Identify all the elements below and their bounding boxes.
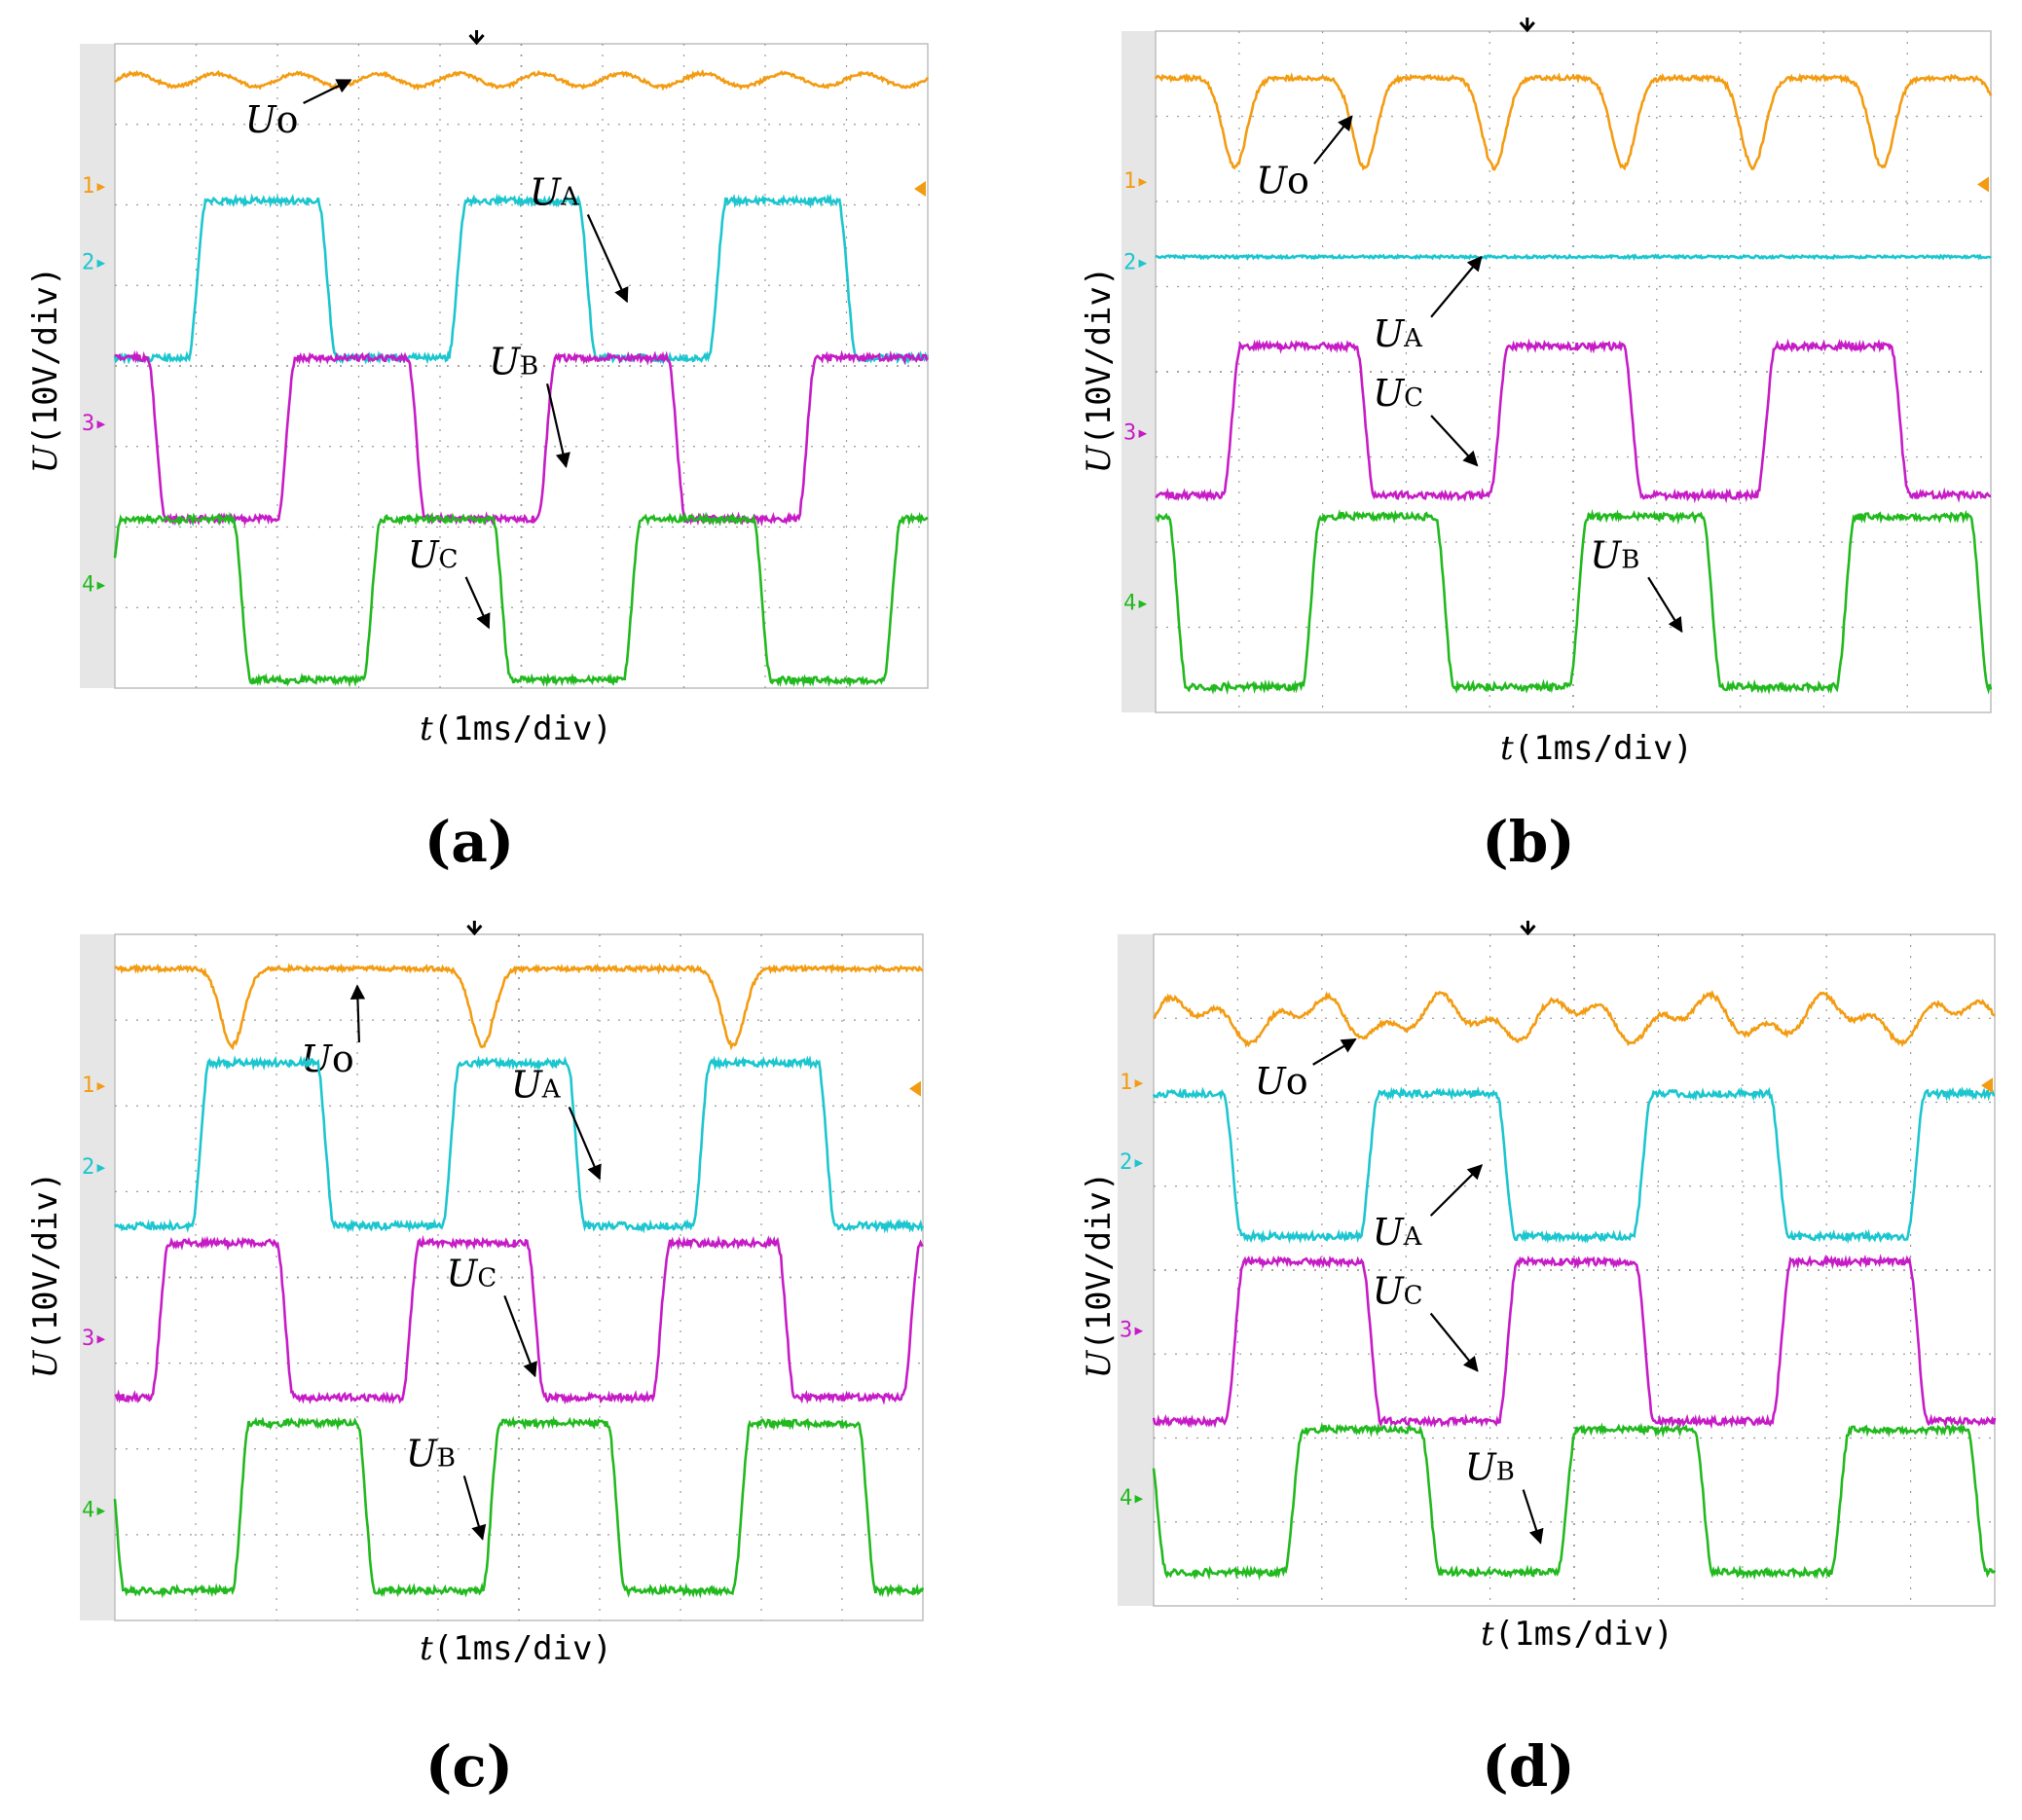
trace-Uo: [1153, 989, 1996, 1048]
label-UB: UB: [489, 340, 538, 382]
trace-UB: [1155, 508, 1993, 695]
y-axis-label: U(10V/div): [1080, 267, 1119, 474]
x-axis-label: t(1ms/div): [1500, 729, 1693, 768]
channel-marker-3: 3▸: [1123, 420, 1150, 445]
grid: [115, 934, 923, 1620]
arrow-UA: [1429, 1164, 1484, 1217]
label-Uo: Uo: [1256, 159, 1309, 201]
arrow-UA: [1430, 255, 1483, 318]
label-Uo: Uo: [1255, 1060, 1308, 1103]
x-axis-label: t(1ms/div): [420, 710, 612, 748]
label-UA: UA: [1373, 312, 1423, 355]
trace-UA: [113, 1055, 925, 1234]
arrow-Uo: [1312, 1037, 1357, 1066]
label-UB: UB: [1590, 533, 1639, 576]
label-Uo: Uo: [301, 1037, 354, 1080]
arrow-UB: [546, 383, 570, 468]
trace-Uo: [114, 69, 930, 91]
trigger-marker-icon: [1520, 921, 1536, 936]
label-UC: UC: [1373, 372, 1423, 415]
scope-bezel: [1121, 31, 1156, 712]
arrow-Uo: [349, 984, 366, 1043]
trigger-marker-icon: [466, 921, 483, 936]
trace-UB: [113, 1415, 925, 1599]
plot-frame: [1153, 933, 1996, 1607]
trigger-level-icon: [914, 180, 926, 197]
panel-caption: (b): [1482, 809, 1574, 875]
channel-marker-4: 4▸: [1123, 591, 1150, 615]
panel-d: 1▸ Uo 2▸ UA 3▸ UC 4▸ UB U(10V/div) t(1ms/div) (d): [1080, 921, 1997, 1800]
label-UA: UA: [1373, 1211, 1423, 1254]
channel-marker-2: 2▸: [82, 250, 108, 274]
arrow-UB: [1522, 1489, 1544, 1545]
channel-marker-1: 1▸: [82, 1074, 108, 1098]
label-UA: UA: [530, 171, 580, 214]
trace-UA: [1155, 253, 1992, 262]
label-UC: UC: [408, 533, 459, 576]
arrow-UA: [586, 214, 629, 304]
arrow-UB: [462, 1475, 487, 1541]
scope-bezel: [80, 934, 115, 1620]
channel-marker-4: 4▸: [82, 572, 108, 597]
label-UA: UA: [511, 1063, 562, 1106]
panel-a: 1▸ Uo 2▸ UA 3▸ UB 4▸ UC U(10V/div) t(1ms/div) (a): [26, 30, 930, 875]
panel-caption: (d): [1482, 1733, 1574, 1800]
trace-UC: [1152, 1254, 1997, 1430]
trace-UA: [1152, 1085, 1996, 1245]
channel-marker-4: 4▸: [82, 1498, 108, 1522]
trace-UB: [114, 349, 930, 528]
trace-Uo: [1154, 72, 1993, 171]
trigger-level-icon: [1981, 1077, 1993, 1094]
arrow-Uo: [1313, 115, 1353, 164]
trigger-marker-icon: [1519, 18, 1535, 33]
grid: [115, 44, 928, 688]
trigger-level-icon: [909, 1080, 921, 1097]
arrow-UC: [1430, 415, 1479, 467]
label-Uo: Uo: [245, 98, 299, 141]
scope-bezel: [1118, 934, 1154, 1606]
channel-marker-3: 3▸: [82, 1327, 108, 1351]
channel-marker-2: 2▸: [1123, 250, 1150, 274]
channel-marker-2: 2▸: [1120, 1150, 1146, 1175]
trace-UC: [114, 1234, 924, 1405]
label-UC: UC: [446, 1252, 496, 1294]
trigger-level-icon: [1977, 176, 1989, 193]
x-axis-label: t(1ms/div): [420, 1629, 612, 1668]
channel-marker-2: 2▸: [82, 1155, 108, 1180]
arrow-UA: [568, 1107, 602, 1181]
scope-bezel: [80, 44, 115, 688]
channel-marker-3: 3▸: [1120, 1318, 1146, 1342]
panel-b: 1▸ Uo 2▸ UA 3▸ UC 4▸ UB U(10V/div) t(1ms/div) (b): [1080, 18, 1993, 875]
arrow-UC: [1429, 1312, 1479, 1372]
label-UB: UB: [406, 1432, 456, 1474]
trace-Uo: [114, 963, 924, 1051]
trace-UA: [113, 193, 930, 366]
x-axis-label: t(1ms/div): [1481, 1615, 1673, 1654]
channel-marker-1: 1▸: [1123, 169, 1150, 194]
trace-UC: [1155, 338, 1992, 504]
y-axis-label: U(10V/div): [26, 1172, 65, 1379]
label-UC: UC: [1373, 1270, 1423, 1313]
panel-caption: (a): [424, 809, 514, 875]
channel-marker-1: 1▸: [82, 174, 108, 199]
trigger-marker-icon: [468, 30, 485, 46]
channel-marker-4: 4▸: [1120, 1486, 1146, 1511]
y-axis-label: U(10V/div): [26, 267, 65, 474]
trace-UB: [1152, 1421, 1997, 1582]
grid: [1156, 31, 1991, 712]
label-UB: UB: [1465, 1446, 1515, 1489]
arrow-Uo: [303, 79, 352, 105]
y-axis-label: U(10V/div): [1080, 1172, 1119, 1379]
channel-marker-1: 1▸: [1120, 1071, 1146, 1095]
arrow-UC: [464, 576, 491, 630]
arrow-UC: [503, 1294, 537, 1378]
arrow-UB: [1647, 576, 1683, 634]
channel-marker-3: 3▸: [82, 412, 108, 436]
panel-c: 1▸ Uo 2▸ UA 3▸ UC 4▸ UB U(10V/div) t(1ms/div) (c): [26, 921, 925, 1800]
trace-UC: [113, 511, 929, 688]
panel-caption: (c): [425, 1733, 513, 1800]
